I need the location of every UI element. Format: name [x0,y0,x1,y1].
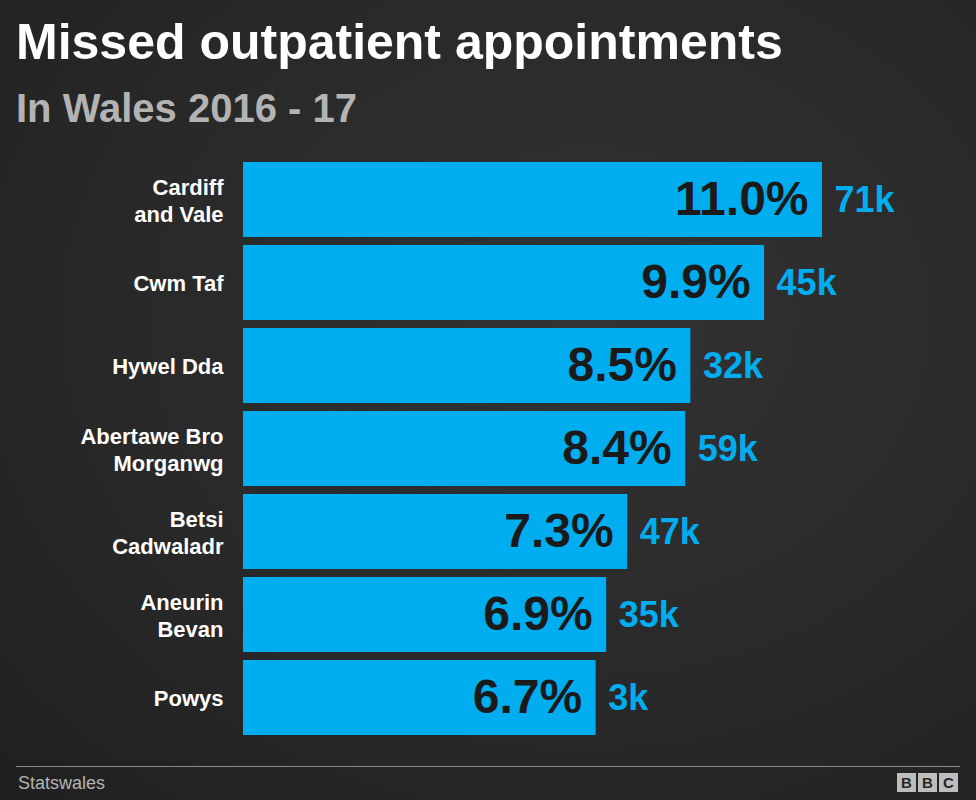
svg-text:Abertawe BroMorganwg: Abertawe BroMorganwg [80,424,223,475]
svg-text:35k: 35k [619,594,680,635]
svg-text:Cardiffand Vale: Cardiffand Vale [134,175,224,226]
svg-text:32k: 32k [703,345,764,386]
svg-text:11.0%: 11.0% [675,172,808,225]
html-text:Missed outpatient appointments: Missed outpatient appointments [16,14,783,70]
svg-text:8.4%: 8.4% [562,421,671,474]
svg-text:6.7%: 6.7% [473,670,582,723]
html-text:B: B [922,774,933,791]
svg-text:BetsiCadwaladr: BetsiCadwaladr [112,507,224,558]
svg-text:9.9%: 9.9% [641,255,750,308]
svg-text:Hywel Dda: Hywel Dda [112,354,224,379]
svg-text:AneurinBevan: AneurinBevan [140,590,223,641]
svg-text:47k: 47k [640,511,701,552]
svg-text:71k: 71k [835,179,896,220]
svg-text:6.9%: 6.9% [483,587,592,640]
html-text:Statswales: Statswales [18,773,105,793]
svg-text:Powys: Powys [154,686,224,711]
html-text:In Wales 2016 - 17: In Wales 2016 - 17 [16,86,357,130]
html-text:C: C [943,774,954,791]
svg-text:8.5%: 8.5% [568,338,677,391]
svg-text:3k: 3k [608,677,649,718]
svg-text:45k: 45k [777,262,838,303]
svg-text:59k: 59k [698,428,759,469]
svg-text:Cwm Taf: Cwm Taf [133,271,224,296]
svg-text:7.3%: 7.3% [504,504,613,557]
html-text:B: B [901,774,912,791]
